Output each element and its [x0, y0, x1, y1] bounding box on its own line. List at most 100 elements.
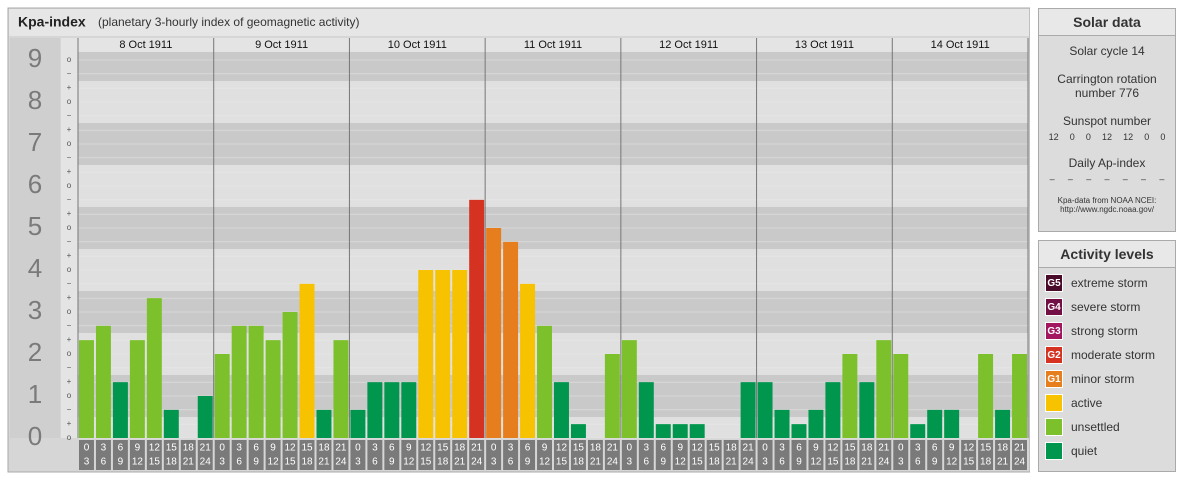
- bar: [791, 424, 807, 438]
- hour-start: 0: [627, 443, 633, 454]
- minor-tick-label: o: [67, 223, 72, 232]
- band: [78, 417, 1028, 438]
- minor-tick-label: −: [67, 321, 72, 330]
- minor-tick-label: −: [67, 237, 72, 246]
- date-label: 12 Oct 1911: [659, 39, 718, 51]
- minor-tick-label: −: [67, 111, 72, 120]
- hour-end: 12: [539, 457, 551, 468]
- date-label: 11 Oct 1911: [524, 39, 582, 51]
- hour-end: 9: [253, 457, 259, 468]
- hour-cell: [978, 440, 994, 470]
- hour-end: 12: [403, 457, 415, 468]
- hour-start: 21: [335, 443, 347, 454]
- hour-start: 15: [844, 443, 856, 454]
- hour-end: 18: [437, 457, 449, 468]
- hour-start: 0: [762, 443, 768, 454]
- ap-value: –: [1086, 174, 1092, 184]
- hour-start: 3: [508, 443, 514, 454]
- hour-end: 3: [898, 457, 904, 468]
- minor-tick-label: −: [67, 405, 72, 414]
- hour-end: 21: [861, 457, 873, 468]
- ap-row: – – – – – – –: [1039, 174, 1175, 184]
- bar: [842, 354, 858, 438]
- hour-cell: [757, 440, 773, 470]
- hour-cell: [961, 440, 977, 470]
- hour-cell: [723, 440, 739, 470]
- bar: [995, 409, 1011, 438]
- hour-cell: [163, 440, 179, 470]
- hour-cell: [333, 440, 349, 470]
- minor-tick-label: +: [67, 209, 72, 218]
- hour-cell: [842, 440, 858, 470]
- hour-cell: [350, 440, 366, 470]
- legend-swatch: [1045, 418, 1063, 436]
- hour-start: 15: [709, 443, 721, 454]
- hour-end: 3: [84, 457, 90, 468]
- hour-end: 9: [796, 457, 802, 468]
- bar: [910, 424, 926, 438]
- hour-start: 6: [796, 443, 802, 454]
- hour-start: 6: [525, 443, 531, 454]
- hour-cell: [1012, 440, 1027, 470]
- hour-end: 9: [660, 457, 666, 468]
- bar: [621, 340, 637, 438]
- hour-start: 18: [590, 443, 602, 454]
- bar: [265, 340, 281, 438]
- y-tick-label: 2: [28, 337, 42, 367]
- hour-end: 15: [556, 457, 568, 468]
- bar: [554, 382, 569, 438]
- hour-cell: [112, 440, 128, 470]
- hour-cell: [825, 440, 841, 470]
- bar: [197, 396, 213, 438]
- hour-end: 12: [268, 457, 280, 468]
- date-label: 10 Oct 1911: [388, 39, 447, 51]
- bar: [638, 382, 654, 438]
- hour-start: 9: [135, 443, 141, 454]
- hour-cell: [859, 440, 875, 470]
- hour-end: 18: [166, 457, 178, 468]
- legend-item: quiet: [1045, 442, 1169, 460]
- hour-cell: [180, 440, 196, 470]
- hour-start: 18: [318, 443, 330, 454]
- hour-cell: [672, 440, 688, 470]
- legend-label: unsettled: [1071, 420, 1120, 434]
- hour-end: 24: [1014, 457, 1026, 468]
- hour-end: 15: [149, 457, 161, 468]
- hour-end: 21: [997, 457, 1009, 468]
- hour-cell: [774, 440, 790, 470]
- bar: [978, 354, 994, 438]
- ap-value: –: [1067, 174, 1073, 184]
- date-header: [78, 38, 1028, 52]
- sunspot-value: 0: [1144, 132, 1150, 142]
- bar: [757, 382, 773, 438]
- hour-end: 12: [946, 457, 958, 468]
- hour-start: 15: [166, 443, 178, 454]
- title-bar: [9, 9, 1029, 36]
- hour-cell: [401, 440, 417, 470]
- minor-tick-label: o: [67, 139, 72, 148]
- hour-cell: [95, 440, 111, 470]
- minor-tick-label: +: [67, 293, 72, 302]
- bar: [112, 382, 128, 438]
- ap-value: –: [1122, 174, 1128, 184]
- bar: [384, 382, 400, 438]
- hour-end: 3: [355, 457, 361, 468]
- hour-cell: [689, 440, 705, 470]
- hour-end: 15: [827, 457, 839, 468]
- hour-start: 12: [827, 443, 839, 454]
- minor-tick-label: o: [67, 433, 72, 442]
- bar: [893, 354, 909, 438]
- hour-cell: [621, 440, 637, 470]
- bar: [248, 325, 264, 438]
- bar: [944, 409, 960, 438]
- bar: [299, 283, 315, 438]
- solar-cycle: Solar cycle 14: [1069, 44, 1145, 58]
- ap-value: –: [1159, 174, 1165, 184]
- hour-start: 15: [980, 443, 992, 454]
- carrington: Carrington rotation number 776: [1057, 72, 1157, 100]
- hour-start: 0: [491, 443, 497, 454]
- hour-start: 3: [644, 443, 650, 454]
- bar: [401, 382, 417, 438]
- legend-swatch: G3: [1045, 322, 1063, 340]
- hour-end: 15: [284, 457, 296, 468]
